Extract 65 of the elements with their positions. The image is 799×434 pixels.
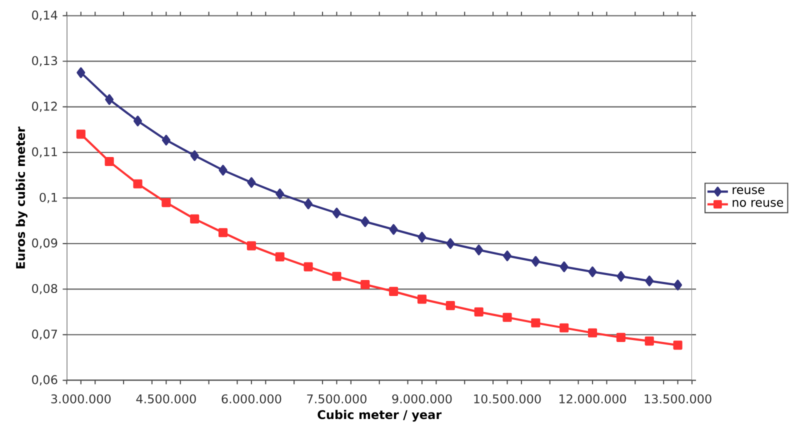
point <box>76 67 86 78</box>
x-tick-label: 13.500.000 <box>644 394 712 404</box>
point <box>218 164 228 176</box>
point <box>133 116 142 126</box>
point <box>674 280 682 290</box>
x-tick-label: 4.500.000 <box>136 394 196 404</box>
point <box>190 214 200 224</box>
y-tick-label: 0,12 <box>32 102 57 112</box>
point <box>560 261 568 272</box>
point <box>332 272 342 281</box>
point <box>474 307 484 316</box>
point <box>276 188 284 200</box>
point <box>531 256 540 267</box>
point <box>162 198 171 208</box>
point <box>502 312 512 322</box>
point <box>133 179 142 188</box>
point <box>531 318 540 328</box>
point <box>162 134 170 146</box>
point <box>360 280 370 290</box>
point <box>246 241 256 250</box>
point <box>105 94 114 105</box>
point <box>389 286 398 296</box>
point <box>644 336 654 346</box>
y-tick-label: 0,13 <box>32 56 58 66</box>
y-tick-label: 0,14 <box>32 10 58 21</box>
point <box>332 208 341 218</box>
x-axis-title: Cubic meter / year <box>318 410 442 422</box>
point <box>304 262 313 272</box>
point <box>560 323 569 332</box>
legend-label: no reuse <box>732 200 784 207</box>
point <box>104 156 114 166</box>
point <box>418 232 426 243</box>
point <box>588 266 597 278</box>
point <box>502 250 512 262</box>
point <box>304 198 313 210</box>
y-axis-title: Euros by cubic meter <box>16 126 28 268</box>
x-tick-label: 3.000.000 <box>51 394 111 404</box>
x-tick-label: 10.500.000 <box>474 394 541 404</box>
x-tick-label: 7.500.000 <box>307 394 366 404</box>
x-tick-label: 12.000.000 <box>559 394 626 404</box>
point <box>389 224 398 235</box>
point <box>616 332 626 342</box>
point <box>673 340 682 350</box>
y-tick-label: 0,06 <box>32 375 58 386</box>
y-tick-label: 0,1 <box>40 192 57 204</box>
point <box>645 276 654 286</box>
point <box>190 150 199 161</box>
x-tick-label: 9.000.000 <box>392 394 452 404</box>
point <box>275 252 284 262</box>
point <box>446 301 455 310</box>
point <box>474 244 484 256</box>
point <box>588 328 598 338</box>
point <box>446 238 455 249</box>
y-tick-label: 0,09 <box>32 238 58 249</box>
y-tick-label: 0,08 <box>32 284 58 294</box>
point <box>247 177 256 188</box>
y-tick-label: 0,07 <box>32 330 57 340</box>
point <box>360 216 370 228</box>
point <box>76 130 86 139</box>
x-tick-label: 6.000.000 <box>222 394 282 404</box>
legend-label: reuse <box>732 187 764 194</box>
point <box>218 228 228 238</box>
point <box>417 294 427 304</box>
point <box>616 271 626 282</box>
y-tick-label: 0,11 <box>32 147 57 158</box>
